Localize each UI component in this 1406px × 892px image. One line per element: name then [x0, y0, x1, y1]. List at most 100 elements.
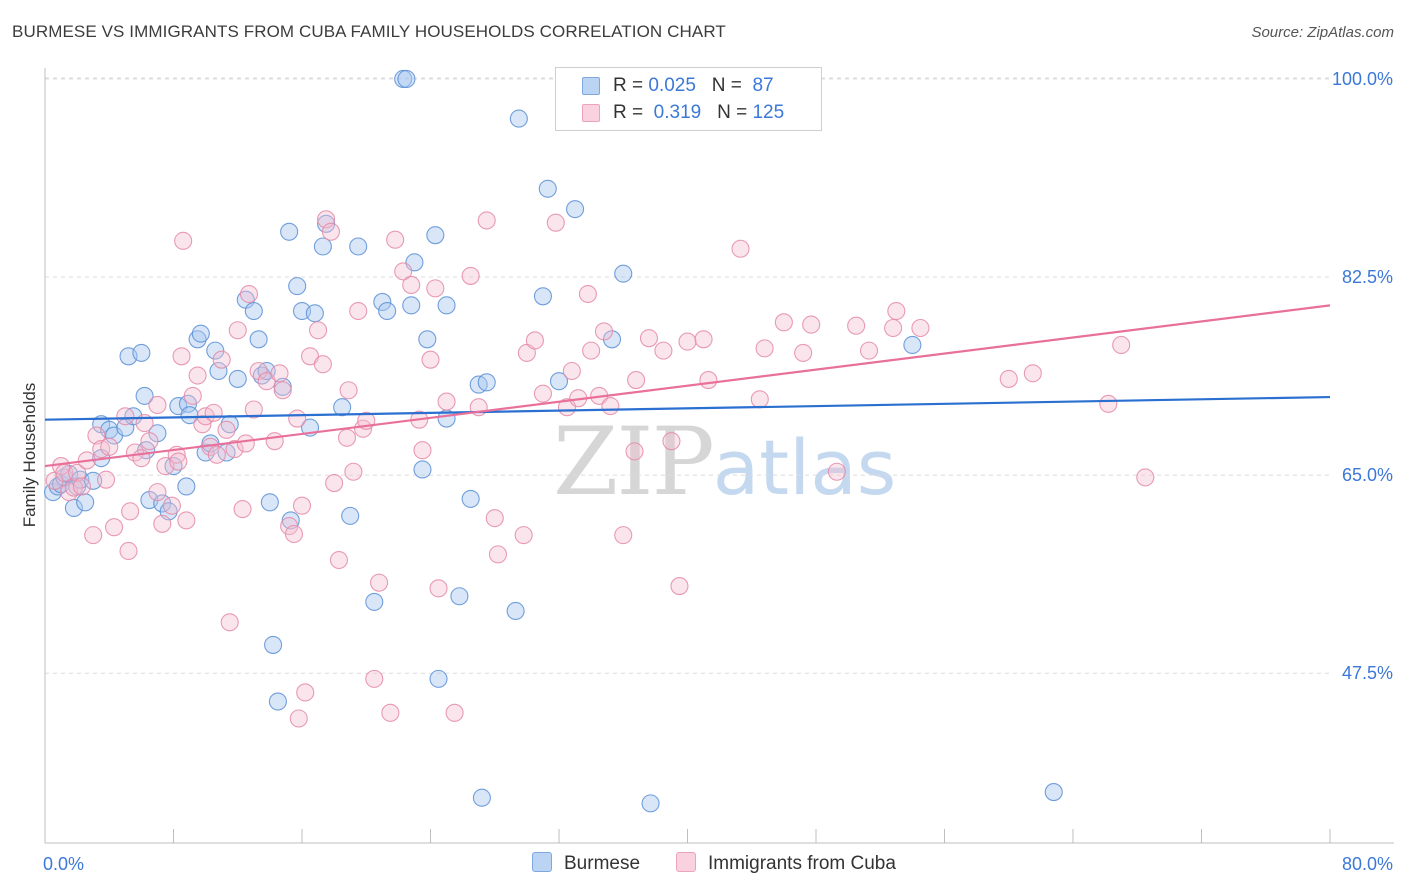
cuba-point	[594, 322, 614, 341]
cuba-points	[45, 210, 1155, 728]
tick-labels: 47.5% 65.0% 82.5% 100.0% 0.0% 80.0% Family Hou…	[20, 69, 1393, 874]
cuba-point	[296, 683, 315, 702]
cuba-point	[445, 703, 464, 722]
n-label: N =	[711, 75, 742, 96]
burmese-point	[244, 301, 263, 321]
watermark: ZIPatlas	[553, 408, 896, 517]
cuba-point	[477, 211, 496, 230]
bottom-legend-swatch-cuba	[676, 852, 696, 872]
cuba-point	[148, 483, 167, 502]
cuba-point	[533, 384, 552, 403]
burmese-point	[191, 324, 210, 343]
burmese-point	[341, 506, 360, 525]
cuba-point	[394, 262, 413, 281]
cuba-point	[694, 330, 713, 349]
burmese-point	[533, 287, 552, 306]
burmese-point	[249, 330, 268, 349]
watermark-zip: ZIP	[553, 408, 715, 517]
cuba-point	[344, 462, 363, 481]
burmese-point	[268, 692, 287, 711]
cuba-point	[140, 432, 159, 451]
cuba-point	[270, 364, 289, 383]
burmese-point	[413, 460, 432, 479]
burmese-point	[333, 398, 352, 417]
x-tick-label: 0.0%	[43, 854, 84, 874]
cuba-point	[794, 343, 813, 362]
cuba-point	[525, 331, 544, 350]
bottom-legend-label-cuba: Immigrants from Cuba	[708, 853, 896, 874]
cuba-point	[96, 470, 116, 489]
cuba-point	[329, 550, 348, 570]
cuba-point	[485, 509, 504, 528]
cuba-point	[678, 332, 697, 351]
cuba-point	[148, 395, 167, 415]
cuba-point	[105, 518, 124, 537]
r-label: R =	[613, 75, 644, 96]
cuba-point	[220, 613, 239, 632]
cuba-point	[87, 426, 106, 445]
cuba-point	[437, 392, 456, 411]
n-value-burmese: 87	[752, 75, 774, 96]
cuba-point	[911, 318, 930, 338]
burmese-point	[209, 361, 228, 381]
burmese-point	[76, 493, 95, 512]
burmese-point	[84, 471, 103, 490]
trend-lines	[44, 304, 1331, 468]
burmese-point	[206, 341, 225, 360]
cuba-point	[313, 355, 332, 374]
cuba-point	[188, 366, 207, 385]
burmese-point	[288, 277, 307, 296]
cuba-point	[204, 403, 223, 422]
cuba-point	[614, 526, 633, 545]
cuba-point	[321, 222, 340, 241]
burmese-point	[509, 109, 528, 128]
cuba-point	[172, 347, 191, 366]
cuba-point	[239, 284, 259, 304]
cuba-point	[153, 514, 172, 533]
burmese-point	[305, 304, 324, 323]
cuba-point	[174, 231, 193, 250]
cuba-point	[887, 301, 906, 321]
burmese-point	[472, 788, 491, 807]
cuba-point	[413, 441, 432, 460]
r-value-cuba: 0.319	[653, 102, 702, 123]
burmese-point	[180, 406, 199, 425]
axes	[44, 68, 1394, 844]
burmese-point	[614, 264, 633, 283]
burmese-point	[429, 669, 448, 688]
cuba-point	[461, 266, 480, 285]
cuba-point	[169, 452, 188, 471]
cuba-point	[884, 318, 903, 338]
cuba-point	[827, 462, 846, 481]
cuba-point	[116, 407, 135, 426]
cuba-point	[1136, 468, 1155, 487]
burmese-point	[264, 635, 283, 654]
legend-swatch-burmese	[582, 77, 600, 95]
n-label: N =	[717, 102, 748, 123]
burmese-point	[378, 301, 397, 321]
burmese-point	[349, 237, 368, 256]
cuba-point	[309, 321, 328, 340]
cuba-point	[488, 545, 508, 564]
cuba-point	[731, 239, 750, 258]
cuba-point	[365, 669, 384, 688]
cuba-point	[284, 524, 304, 544]
legend-swatch-cuba	[582, 104, 600, 122]
source-label: Source: ZipAtlas.com	[1251, 24, 1394, 41]
cuba-point	[381, 703, 400, 722]
burmese-point	[373, 292, 392, 312]
cuba-point	[236, 434, 255, 453]
cuba-point	[546, 213, 565, 232]
cuba-point	[273, 381, 292, 400]
cuba-point	[578, 284, 597, 304]
burmese-point	[228, 369, 247, 388]
cuba-point	[244, 400, 263, 419]
cuba-point	[639, 329, 659, 348]
burmese-point	[903, 335, 922, 355]
chart-title: BURMESE VS IMMIGRANTS FROM CUBA FAMILY H…	[12, 22, 726, 41]
cuba-point	[999, 369, 1018, 388]
cuba-point	[217, 420, 236, 439]
burmese-point	[188, 330, 207, 349]
cuba-point	[292, 496, 312, 515]
